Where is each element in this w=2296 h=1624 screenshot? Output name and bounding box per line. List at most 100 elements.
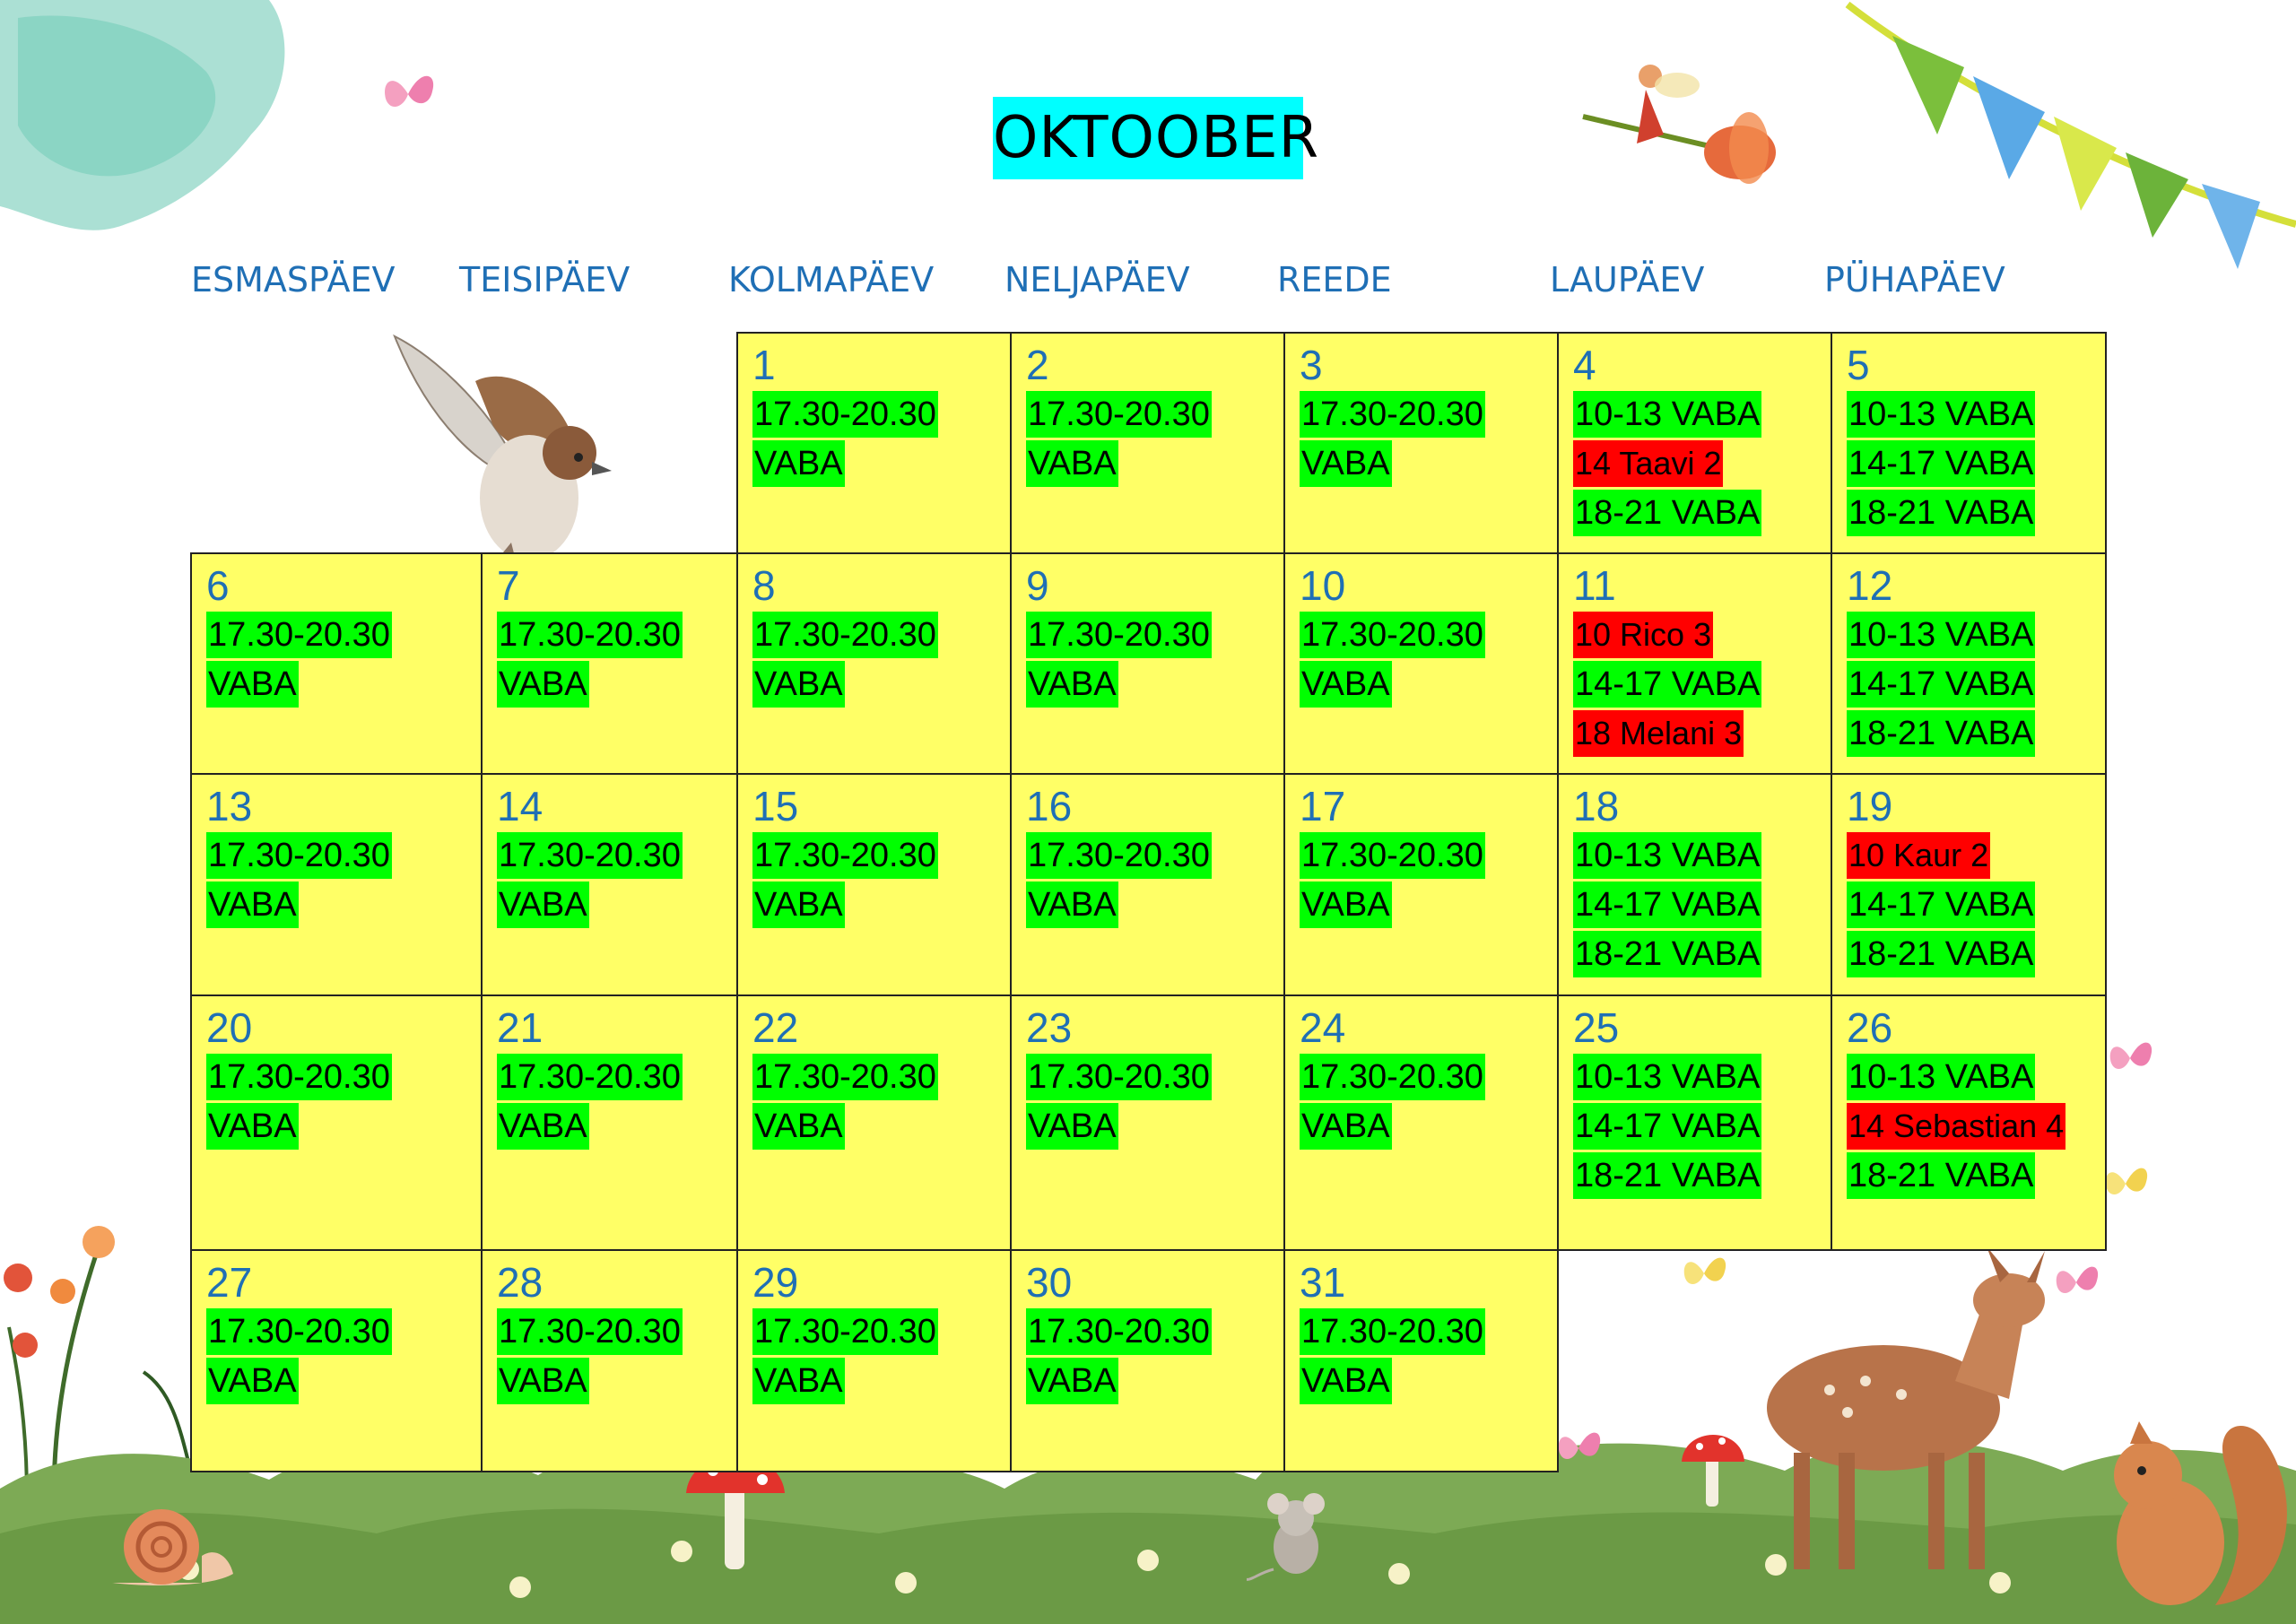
booked-slot: 18 Melani 3 xyxy=(1573,710,1744,757)
free-slot: 17.30-20.30 xyxy=(497,1308,683,1355)
free-slot: 17.30-20.30 xyxy=(497,832,683,879)
calendar-day-22: 22 17.30-20.30 VABA xyxy=(736,994,1012,1251)
free-slot: VABA xyxy=(497,1358,589,1404)
free-slot: 17.30-20.30 xyxy=(206,832,392,879)
free-slot: 10-13 VABA xyxy=(1573,1054,1762,1100)
day-number: 12 xyxy=(1847,562,1893,609)
watercolor-blob-decoration xyxy=(0,0,285,230)
weekday-header-thursday: NELJAPÄEV xyxy=(1004,260,1190,300)
free-slot: 18-21 VABA xyxy=(1573,931,1762,977)
calendar-day-21: 21 17.30-20.30 VABA xyxy=(481,994,738,1251)
free-slot: 17.30-20.30 xyxy=(1300,1308,1485,1355)
free-slot: VABA xyxy=(497,1103,589,1150)
day-number: 1 xyxy=(752,342,776,388)
free-slot: VABA xyxy=(1300,1358,1392,1404)
free-slot: 14-17 VABA xyxy=(1573,881,1762,928)
butterfly-decoration xyxy=(2056,1266,2099,1294)
calendar-day-16: 16 17.30-20.30 VABA xyxy=(1010,773,1285,996)
day-number: 3 xyxy=(1300,342,1323,388)
butterfly-decoration xyxy=(385,75,434,108)
time-slot-list: 17.30-20.30 VABA xyxy=(1300,1054,1485,1152)
calendar-day-14: 14 17.30-20.30 VABA xyxy=(481,773,738,996)
free-slot: 17.30-20.30 xyxy=(752,832,938,879)
booked-slot: 10 Kaur 2 xyxy=(1847,832,1991,879)
free-slot: VABA xyxy=(752,881,845,928)
calendar-day-10: 10 17.30-20.30 VABA xyxy=(1283,552,1559,775)
day-number: 30 xyxy=(1026,1259,1073,1306)
free-slot: VABA xyxy=(206,661,299,708)
free-slot: 10-13 VABA xyxy=(1573,832,1762,879)
day-number: 16 xyxy=(1026,783,1073,829)
free-slot: VABA xyxy=(1026,1358,1118,1404)
free-slot: VABA xyxy=(1026,440,1118,487)
time-slot-list: 17.30-20.30 VABA xyxy=(1300,612,1485,710)
day-number: 27 xyxy=(206,1259,253,1306)
day-number: 11 xyxy=(1573,562,1616,609)
free-slot: VABA xyxy=(752,1358,845,1404)
calendar-day-20: 20 17.30-20.30 VABA xyxy=(190,994,483,1251)
time-slot-list: 10-13 VABA 14 Sebastian 4 18-21 VABA xyxy=(1847,1054,2066,1202)
time-slot-list: 10-13 VABA 14-17 VABA 18-21 VABA xyxy=(1847,612,2036,760)
free-slot: 17.30-20.30 xyxy=(206,612,392,658)
calendar-day-26: 26 10-13 VABA 14 Sebastian 4 18-21 VABA xyxy=(1831,994,2107,1251)
month-title: OKTOOBER xyxy=(993,97,1318,179)
day-number: 8 xyxy=(752,562,776,609)
time-slot-list: 17.30-20.30 VABA xyxy=(752,612,938,710)
free-slot: 17.30-20.30 xyxy=(497,1054,683,1100)
day-number: 28 xyxy=(497,1259,544,1306)
free-slot: 14-17 VABA xyxy=(1847,440,2036,487)
squirrel-decoration xyxy=(2114,1421,2287,1605)
calendar-day-13: 13 17.30-20.30 VABA xyxy=(190,773,483,996)
free-slot: 18-21 VABA xyxy=(1573,1152,1762,1199)
calendar-day-5: 5 10-13 VABA 14-17 VABA 18-21 VABA xyxy=(1831,332,2107,554)
free-slot: 18-21 VABA xyxy=(1573,490,1762,536)
free-slot: 14-17 VABA xyxy=(1847,881,2036,928)
day-number: 18 xyxy=(1573,783,1620,829)
free-slot: 10-13 VABA xyxy=(1573,391,1762,438)
day-number: 20 xyxy=(206,1004,253,1051)
time-slot-list: 17.30-20.30 VABA xyxy=(206,832,392,931)
day-number: 4 xyxy=(1573,342,1596,388)
calendar-day-19: 19 10 Kaur 2 14-17 VABA 18-21 VABA xyxy=(1831,773,2107,996)
calendar-day-3: 3 17.30-20.30 VABA xyxy=(1283,332,1559,554)
day-number: 24 xyxy=(1300,1004,1346,1051)
time-slot-list: 10-13 VABA 14-17 VABA 18-21 VABA xyxy=(1573,832,1762,980)
time-slot-list: 17.30-20.30 VABA xyxy=(1026,1054,1212,1152)
free-slot: 17.30-20.30 xyxy=(752,612,938,658)
calendar-day-9: 9 17.30-20.30 VABA xyxy=(1010,552,1285,775)
calendar-day-6: 6 17.30-20.30 VABA xyxy=(190,552,483,775)
butterfly-decoration xyxy=(2109,1042,2152,1070)
free-slot: 17.30-20.30 xyxy=(752,1054,938,1100)
free-slot: 18-21 VABA xyxy=(1847,1152,2036,1199)
day-number: 29 xyxy=(752,1259,799,1306)
time-slot-list: 17.30-20.30 VABA xyxy=(752,391,938,490)
free-slot: 17.30-20.30 xyxy=(206,1054,392,1100)
weekday-header-saturday: LAUPÄEV xyxy=(1550,260,1705,300)
snail-decoration xyxy=(112,1509,233,1585)
free-slot: 17.30-20.30 xyxy=(206,1308,392,1355)
free-slot: VABA xyxy=(1026,881,1118,928)
weekday-header-monday: ESMASPÄEV xyxy=(191,260,396,300)
free-slot: 14-17 VABA xyxy=(1573,661,1762,708)
bunting-flags-decoration xyxy=(1845,1,2296,269)
time-slot-list: 10-13 VABA 14 Taavi 2 18-21 VABA xyxy=(1573,391,1762,539)
free-slot: 18-21 VABA xyxy=(1847,710,2036,757)
free-slot: VABA xyxy=(752,661,845,708)
time-slot-list: 10-13 VABA 14-17 VABA 18-21 VABA xyxy=(1573,1054,1762,1202)
calendar-day-11: 11 10 Rico 3 14-17 VABA 18 Melani 3 xyxy=(1557,552,1832,775)
day-number: 7 xyxy=(497,562,520,609)
free-slot: 17.30-20.30 xyxy=(1026,832,1212,879)
time-slot-list: 17.30-20.30 VABA xyxy=(1300,391,1485,490)
time-slot-list: 17.30-20.30 VABA xyxy=(1026,1308,1212,1407)
day-number: 23 xyxy=(1026,1004,1073,1051)
calendar-day-18: 18 10-13 VABA 14-17 VABA 18-21 VABA xyxy=(1557,773,1832,996)
day-number: 6 xyxy=(206,562,230,609)
day-number: 26 xyxy=(1847,1004,1893,1051)
free-slot: 17.30-20.30 xyxy=(497,612,683,658)
free-slot: 14-17 VABA xyxy=(1847,661,2036,708)
calendar-day-17: 17 17.30-20.30 VABA xyxy=(1283,773,1559,996)
weekday-header-tuesday: TEISIPÄEV xyxy=(459,260,631,300)
day-number: 5 xyxy=(1847,342,1870,388)
free-slot: 10-13 VABA xyxy=(1847,391,2036,438)
time-slot-list: 10 Kaur 2 14-17 VABA 18-21 VABA xyxy=(1847,832,2036,980)
